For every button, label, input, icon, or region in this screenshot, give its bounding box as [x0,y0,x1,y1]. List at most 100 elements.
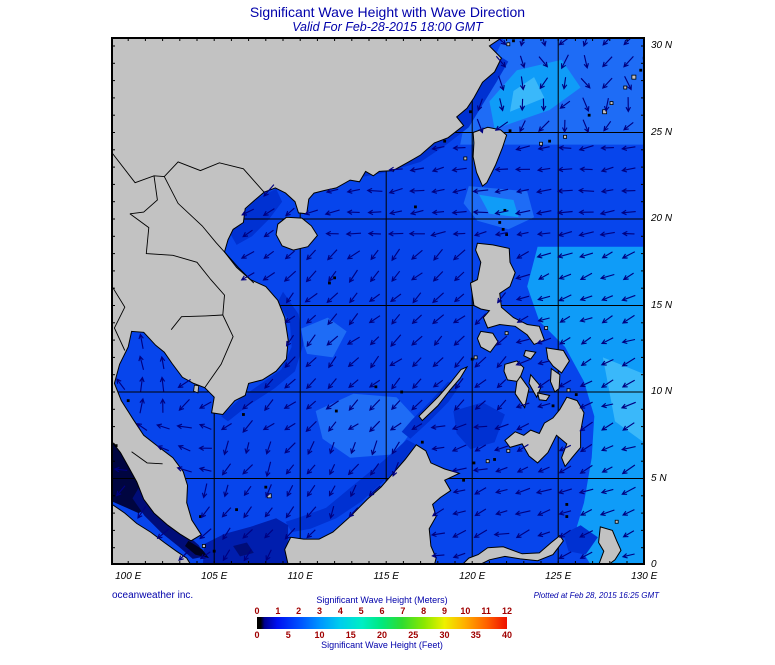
wave-direction-arrow [350,442,356,455]
islet [400,390,404,394]
landmass [523,349,537,360]
wave-direction-arrow [159,355,166,370]
wave-direction-arrow [622,272,634,281]
country-border [129,175,158,215]
lat-label: 0 [651,559,657,570]
lon-label: 105 E [201,571,228,582]
wave-direction-arrow [286,485,294,498]
country-border [163,176,255,284]
wave-direction-arrow [519,120,526,133]
landmass [476,330,499,353]
wave-direction-arrow [177,379,191,389]
islet [212,549,216,553]
wave-direction-arrow [431,508,445,517]
meters-tick: 5 [358,606,364,616]
islet [505,233,509,236]
islet [443,139,447,143]
landmass [504,396,585,468]
islet [235,508,238,512]
wave-direction-arrow [474,313,487,326]
wave-direction-arrow [411,314,422,325]
wave-direction-arrow [265,549,272,562]
wave-direction-arrow [602,56,613,68]
wave-direction-arrow [306,334,316,348]
wave-direction-arrow [557,166,573,173]
islet [623,85,628,90]
wave-direction-arrow [433,335,443,346]
wave-direction-arrow [579,295,593,302]
wave-direction-arrow [498,75,505,92]
ocean-patch [298,317,347,358]
wave-direction-arrow [451,467,467,473]
wave-direction-arrow [579,530,594,538]
wave-direction-arrow [156,423,170,430]
wave-direction-arrow [178,399,190,411]
wave-direction-arrow [600,358,614,366]
wave-direction-arrow [453,293,465,303]
wave-direction-arrow [327,378,337,390]
wave-direction-arrow [557,231,573,237]
wave-direction-arrow [474,508,487,517]
wave-direction-arrow [388,209,403,216]
islet [472,461,476,465]
wave-direction-arrow [176,466,192,473]
meters-tick: 7 [400,606,406,616]
wave-direction-arrow [579,421,593,432]
islet [420,440,424,444]
wave-direction-arrow [349,292,358,304]
wave-direction-arrow [199,528,212,540]
islet [501,227,505,231]
wave-direction-arrow [621,509,635,516]
wave-direction-arrow [345,231,362,237]
wave-direction-arrow [601,315,613,324]
wave-direction-arrow [139,397,145,414]
islet [469,110,472,114]
islet [506,42,511,47]
lon-label: 110 E [287,571,313,582]
wave-direction-arrow [452,145,466,151]
meters-tick: 3 [316,606,323,616]
meters-tick: 9 [441,606,448,616]
meters-tick: 12 [501,606,513,616]
wave-direction-arrow [453,335,465,346]
wave-direction-arrow [561,77,568,90]
country-border [170,314,223,330]
wave-direction-arrow [350,484,357,498]
wave-direction-arrow [556,188,573,194]
wave-direction-arrow [136,422,148,431]
feet-tick: 30 [439,630,450,640]
islet [114,444,118,448]
wave-direction-arrow [454,356,465,369]
wave-direction-arrow [516,251,529,259]
wave-direction-arrow [603,97,610,112]
wave-direction-arrow [621,338,636,345]
wave-direction-arrow [621,145,636,151]
wave-direction-arrow [452,552,466,559]
lon-label: 120 E [459,571,486,582]
wave-direction-arrow [496,399,507,411]
wave-direction-arrow [348,399,359,411]
wave-direction-arrow [557,252,573,259]
landmass [528,373,542,399]
wave-direction-arrow [579,380,593,388]
wave-direction-arrow [348,507,359,518]
wave-direction-arrow [286,292,294,304]
wave-direction-arrow [433,248,443,261]
wave-direction-arrow [623,56,634,68]
wave-direction-arrow [537,466,550,473]
wave-direction-arrow [325,400,339,410]
feet-tick: 25 [408,630,419,640]
wave-direction-arrow [493,445,510,452]
wave-direction-arrow [538,273,550,280]
wave-direction-arrow [264,378,274,389]
legend-title-feet: Significant Wave Height (Feet) [321,640,443,650]
wave-direction-arrow [599,509,615,516]
landmass [549,367,561,393]
wave-direction-arrow [431,188,445,194]
wave-direction-arrow [263,184,275,197]
islet [493,458,496,461]
wave-direction-arrow [537,317,550,323]
wave-direction-arrow [409,209,424,216]
wave-direction-arrow [515,188,529,194]
wave-direction-arrow [515,295,530,302]
